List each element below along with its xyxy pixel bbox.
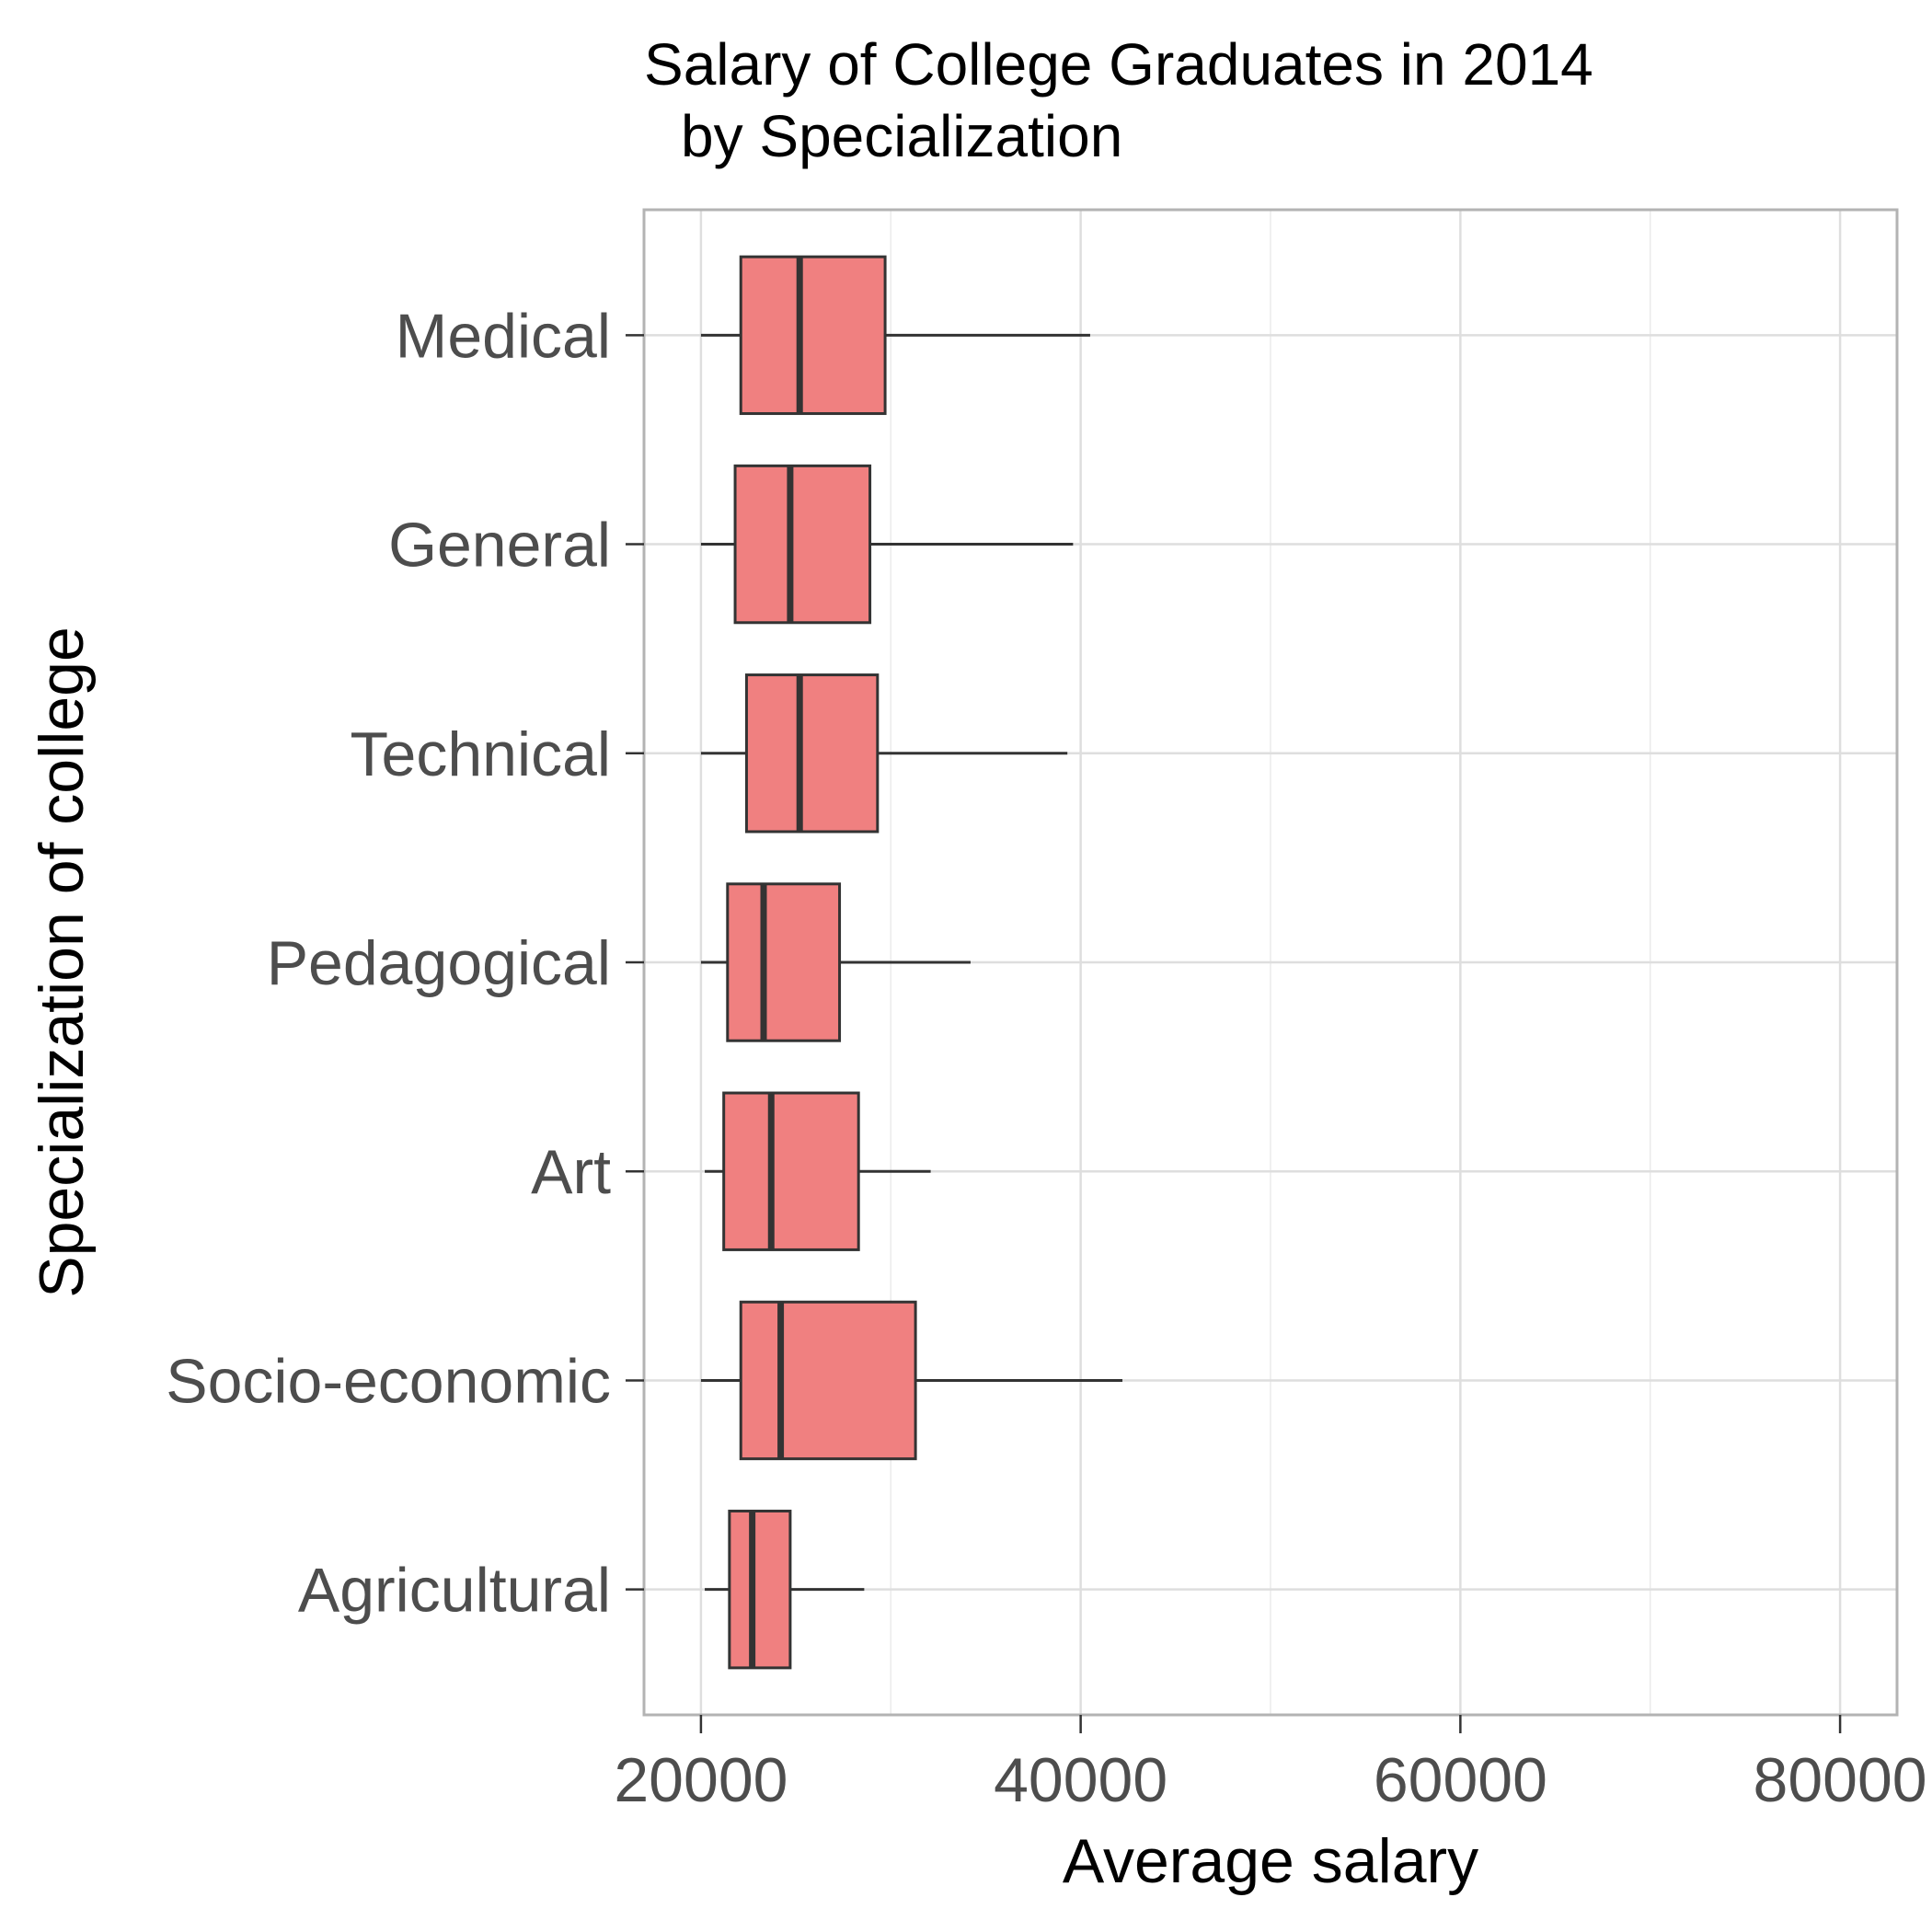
x-tick-label: 80000 (1754, 1745, 1927, 1815)
y-tick-label: Medical (396, 301, 611, 371)
box (739, 255, 887, 416)
y-axis: Medical General Technical Pedagogical Art Soc… (166, 301, 644, 1626)
box-layer (700, 255, 1123, 1670)
y-tick-label: Technical (351, 719, 612, 789)
box (728, 1509, 792, 1670)
x-tick-label: 20000 (614, 1745, 788, 1815)
box (733, 464, 872, 625)
y-tick-label: Art (531, 1137, 611, 1207)
box (726, 882, 842, 1042)
chart-title-line-1: Salary of College Graduates in 2014 (644, 31, 1593, 98)
box (739, 1300, 917, 1461)
box (744, 673, 880, 834)
x-axis: 20000 40000 60000 80000 (614, 1715, 1927, 1815)
y-tick-label: General (388, 511, 611, 581)
x-tick-label: 60000 (1374, 1745, 1547, 1815)
box (722, 1091, 860, 1251)
chart-title-line-2: by Specialization (681, 103, 1122, 169)
y-tick-label: Pedagogical (267, 928, 611, 998)
x-axis-title: Average salary (1063, 1826, 1478, 1896)
y-tick-label: Socio-economic (166, 1346, 611, 1416)
y-tick-label: Agricultural (298, 1556, 611, 1626)
x-tick-label: 40000 (994, 1745, 1167, 1815)
y-axis-title: Specialization of college (27, 627, 97, 1298)
